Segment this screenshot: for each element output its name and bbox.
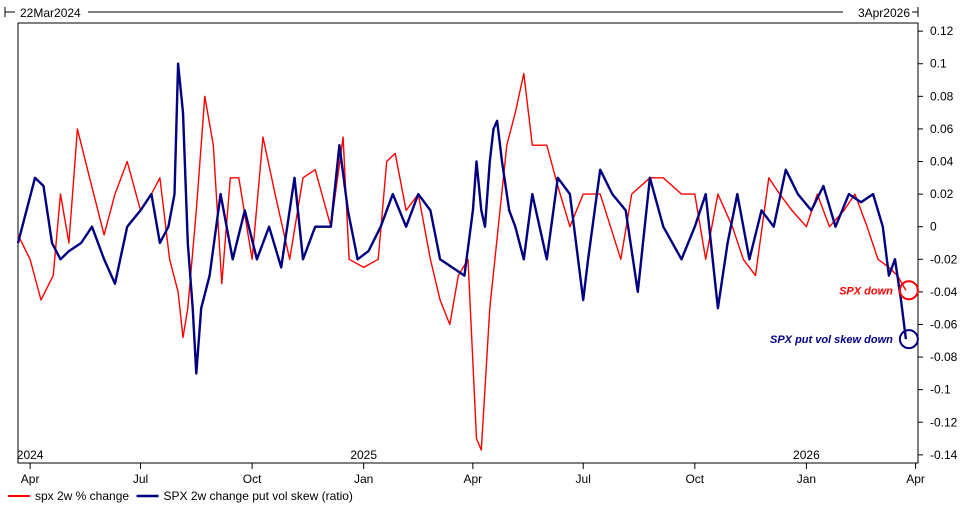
- y-tick-label: -0.04: [930, 285, 958, 299]
- x-tick-label: Apr: [464, 472, 483, 486]
- x-tick-label: Apr: [21, 472, 40, 486]
- annotation-circle: [898, 280, 919, 301]
- y-tick-label: -0.12: [930, 415, 958, 429]
- x-tick-label: Oct: [243, 472, 262, 486]
- date-range-end: 3Apr2026: [858, 6, 910, 20]
- y-tick-label: -0.06: [930, 317, 958, 331]
- y-tick-label: 0: [930, 220, 937, 234]
- x-tick-label: Oct: [685, 472, 704, 486]
- y-tick-label: 0.02: [930, 187, 954, 201]
- y-tick-label: -0.08: [930, 350, 958, 364]
- year-label: 2024: [17, 448, 44, 462]
- y-tick-label: 0.06: [930, 122, 954, 136]
- x-tick-label: Apr: [906, 472, 925, 486]
- y-tick-label: 0.12: [930, 24, 954, 38]
- annotation-label: SPX put vol skew down: [770, 334, 893, 346]
- annotation-label: SPX down: [839, 285, 893, 297]
- y-tick-label: -0.14: [930, 448, 958, 462]
- chart-header: 22Mar2024 3Apr2026: [4, 6, 919, 20]
- legend-label: SPX 2w change put vol skew (ratio): [164, 489, 353, 503]
- x-tick-label: Jul: [576, 472, 591, 486]
- annotations: SPX down SPX put vol skew down: [770, 280, 919, 350]
- series-line-1: [17, 72, 907, 451]
- y-tick-label: 0.08: [930, 89, 954, 103]
- y-axis: 0.12 0.1 0.08 0.06 0.04 0.02 0 -0.02 -0.04 -0.06 -…: [918, 24, 958, 462]
- y-tick-label: -0.1: [930, 383, 951, 397]
- year-label: 2026: [793, 448, 820, 462]
- y-tick-label: -0.02: [930, 252, 958, 266]
- date-range-start: 22Mar2024: [20, 6, 81, 20]
- x-tick-label: Jul: [133, 472, 148, 486]
- annotation-circle: [898, 329, 919, 350]
- y-tick-label: 0.1: [930, 57, 947, 71]
- series-layer: [16, 62, 908, 451]
- x-tick-label: Jan: [354, 472, 373, 486]
- year-label: 2025: [350, 448, 377, 462]
- legend: spx 2w % change SPX 2w change put vol ske…: [8, 489, 353, 503]
- legend-label: spx 2w % change: [35, 489, 129, 503]
- x-tick-label: Jan: [797, 472, 816, 486]
- series-line-2: [16, 62, 908, 375]
- x-axis: Apr Jul Oct Jan Apr Jul Oct Jan Apr 2024 2025 2026: [17, 448, 925, 486]
- y-tick-label: 0.04: [930, 155, 954, 169]
